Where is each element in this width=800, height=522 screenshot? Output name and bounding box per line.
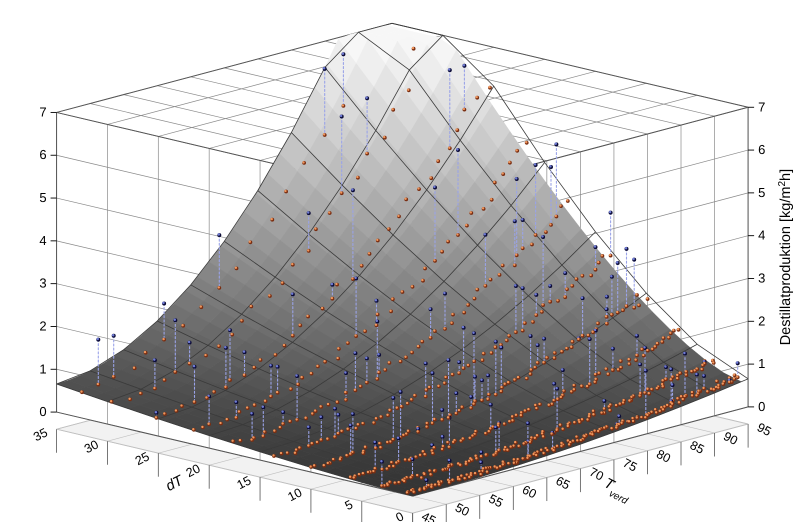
svg-text:1: 1 <box>758 356 765 371</box>
svg-text:6: 6 <box>39 147 46 162</box>
svg-text:3: 3 <box>758 270 765 285</box>
svg-text:0: 0 <box>39 404 46 419</box>
svg-text:2: 2 <box>39 318 46 333</box>
svg-text:Destillatproduktion [kg/m2h]: Destillatproduktion [kg/m2h] <box>777 169 795 345</box>
svg-text:2: 2 <box>758 313 765 328</box>
svg-text:5: 5 <box>39 190 46 205</box>
svg-text:7: 7 <box>758 99 765 114</box>
svg-text:6: 6 <box>758 142 765 157</box>
svg-text:4: 4 <box>758 228 765 243</box>
svg-text:0: 0 <box>758 399 765 414</box>
svg-text:7: 7 <box>39 104 46 119</box>
svg-text:4: 4 <box>39 233 46 248</box>
svg-text:5: 5 <box>758 185 765 200</box>
svg-text:1: 1 <box>39 361 46 376</box>
svg-text:3: 3 <box>39 276 46 291</box>
